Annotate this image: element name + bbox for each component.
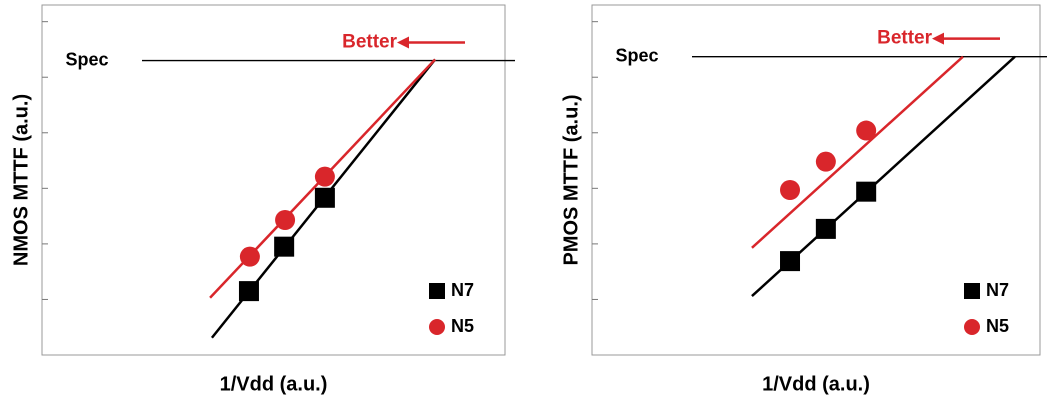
plot-frame [591, 4, 1041, 356]
data-point [314, 166, 335, 187]
data-point [856, 181, 877, 202]
x-axis-label: 1/Vdd (a.u.) [762, 373, 870, 395]
fit-line [751, 55, 964, 249]
legend-marker [964, 319, 980, 335]
data-point [274, 236, 295, 257]
legend-marker [429, 319, 445, 335]
plot-frame [41, 4, 506, 356]
better-arrow-head [397, 36, 409, 49]
chart-panel: PMOS MTTF (a.u.) 1/Vdd (a.u.) Spec Better N7… [560, 4, 1047, 395]
better-arrow-head [932, 32, 944, 45]
data-point [275, 210, 296, 230]
better-label: Better [877, 28, 933, 49]
y-axis-label: PMOS MTTF (a.u.) [560, 94, 582, 265]
data-point [238, 281, 259, 302]
data-point [239, 246, 260, 267]
legend-label: N7 [986, 280, 1009, 300]
legend-label: N5 [451, 316, 474, 336]
legend-label: N5 [986, 316, 1009, 336]
spec-label: Spec [65, 49, 108, 69]
spec-label: Spec [615, 45, 658, 65]
data-point [314, 187, 335, 208]
legend-label: N7 [451, 280, 474, 300]
data-point [780, 251, 801, 272]
data-point [815, 151, 836, 172]
data-point [780, 180, 801, 200]
legend-marker [429, 283, 445, 299]
better-label: Better [342, 32, 398, 53]
chart-panel: NMOS MTTF (a.u.) 1/Vdd (a.u.) Spec Better N7… [10, 4, 515, 395]
legend-marker [964, 283, 980, 299]
data-point [856, 120, 877, 141]
x-axis-label: 1/Vdd (a.u.) [220, 373, 328, 395]
data-point [815, 218, 836, 239]
y-axis-label: NMOS MTTF (a.u.) [10, 94, 32, 266]
